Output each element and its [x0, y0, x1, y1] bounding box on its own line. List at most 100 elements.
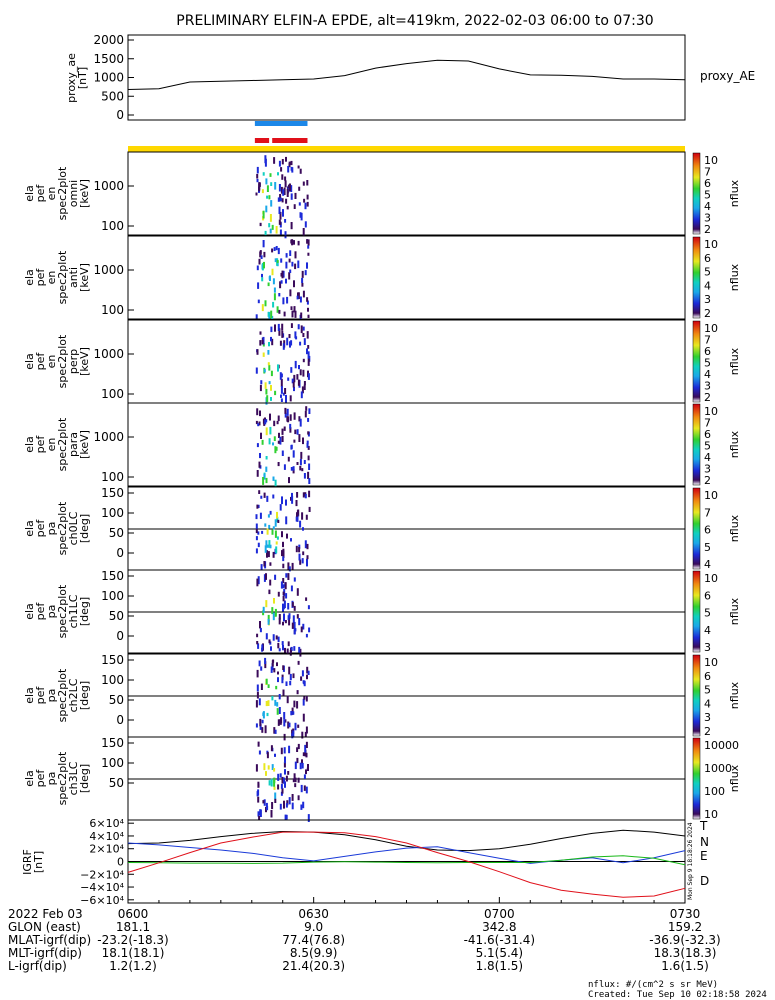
- spectrogram-pixel: [259, 621, 261, 629]
- spectrogram-pixel: [307, 358, 310, 366]
- spectrogram-pixel: [269, 562, 272, 566]
- spectral-ylabel-line: pef: [34, 268, 47, 287]
- spectrogram-pixel: [282, 548, 285, 554]
- spectrogram-pixel: [264, 657, 267, 664]
- colorbar-tick-label: 5: [704, 541, 711, 554]
- spectrogram-pixel: [283, 719, 286, 727]
- spectrogram-pixel: [292, 450, 295, 458]
- spectrogram-pixel: [275, 685, 278, 690]
- colorbar-label: nflux: [728, 430, 741, 458]
- spectrogram-pixel: [298, 553, 301, 561]
- spectrogram-pixel: [265, 427, 268, 436]
- spectrogram-pixel: [282, 209, 284, 217]
- spectrogram-pixel: [263, 369, 266, 373]
- spectrogram-pixel: [302, 527, 304, 531]
- ephemeris-row-label: 2022 Feb 03: [8, 907, 83, 921]
- spectrogram-pixel: [281, 788, 284, 794]
- ephemeris-value: 181.1: [116, 920, 150, 934]
- spectrogram-pixel: [262, 172, 265, 176]
- spectral-panel-frame: [127, 402, 686, 487]
- spectrogram-pixel: [307, 455, 310, 461]
- spectrogram-pixel: [267, 362, 270, 366]
- spectrogram-pixel: [262, 712, 265, 717]
- spectrogram-pixel: [304, 202, 307, 210]
- spectrogram-pixel: [305, 786, 308, 794]
- colorbar-tick-label: 7: [704, 334, 711, 347]
- colorbar-tick-label: 5: [704, 440, 711, 453]
- spectrogram-pixel: [307, 345, 310, 349]
- spectrogram-pixel: [264, 725, 267, 734]
- spectrogram-pixel: [263, 261, 265, 269]
- spectrogram-pixel: [281, 323, 284, 331]
- spectrogram-pixel: [274, 446, 277, 454]
- spectrogram-pixel: [263, 574, 266, 582]
- spectrogram-pixel: [275, 226, 278, 234]
- spectrogram-pixel: [257, 741, 260, 747]
- spectral-ylabel-line: [keV]: [78, 263, 91, 292]
- spectrogram-pixel: [266, 752, 269, 759]
- spectrogram-pixel: [293, 621, 296, 629]
- spectrogram-pixel: [304, 410, 307, 418]
- ephemeris-value: 342.8: [482, 920, 516, 934]
- spectrogram-pixel: [308, 408, 311, 414]
- colorbar-tick-label: 3: [704, 641, 711, 654]
- spectrogram-pixel: [265, 466, 268, 472]
- spectrogram-pixel: [278, 293, 281, 297]
- colorbar-tick-label: 6: [704, 670, 711, 683]
- spectrogram-pixel: [286, 648, 289, 654]
- spectrogram-pixel: [271, 764, 274, 770]
- igrf-legend-D: D: [700, 874, 709, 888]
- spectrogram-pixel: [257, 531, 260, 535]
- spectrogram-pixel: [256, 173, 259, 179]
- spectral-ylabel-line: [deg]: [78, 681, 91, 710]
- spectrogram-pixel: [280, 167, 283, 172]
- spectrogram-pixel: [268, 438, 271, 445]
- spectrogram-pixel: [277, 440, 280, 444]
- spectrogram-pixel: [285, 278, 287, 284]
- spectrogram-pixel: [285, 573, 288, 578]
- spectrogram-pixel: [303, 696, 306, 700]
- spectrogram-pixel: [293, 280, 295, 288]
- spectral-ylabel-line: spec2plot: [56, 417, 69, 471]
- spectrogram-pixel: [283, 187, 286, 195]
- spectrogram-pixel: [307, 471, 310, 479]
- spectrogram-pixel: [256, 633, 259, 638]
- spectrogram-pixel: [281, 270, 284, 279]
- spectrogram-pixel: [296, 747, 299, 752]
- spectrogram-pixel: [256, 166, 259, 174]
- spectrogram-pixel: [306, 194, 309, 200]
- spectrogram-pixel: [269, 544, 272, 549]
- spectrogram-pixel: [288, 617, 291, 626]
- spectrogram-pixel: [271, 660, 274, 667]
- spectrogram-pixel: [287, 573, 290, 580]
- spectrogram-pixel: [293, 627, 296, 635]
- spectrogram-pixel: [283, 311, 286, 317]
- spectrogram-pixel: [298, 416, 301, 422]
- spectrogram-pixel: [298, 544, 301, 549]
- spectrogram-pixel: [270, 385, 272, 391]
- spectrogram-pixel: [259, 410, 261, 417]
- spectrogram-pixel: [266, 550, 268, 558]
- spectrogram-pixel: [262, 477, 265, 485]
- spectrogram-pixel: [302, 801, 305, 809]
- spectrogram-pixel: [291, 729, 294, 737]
- spectrogram-pixel: [278, 707, 281, 714]
- spectrogram-pixel: [278, 184, 281, 192]
- spectrogram-pixel: [274, 574, 277, 580]
- spectrogram-pixel: [273, 780, 276, 787]
- spectrogram-pixel: [275, 546, 278, 554]
- spectral-ylabel-line: para: [67, 432, 80, 457]
- science-zone-blue-bar: [254, 121, 308, 126]
- spectrogram-pixel: [284, 180, 287, 188]
- spectrogram-pixel: [298, 202, 301, 206]
- colorbar-tick-label: 7: [704, 166, 711, 179]
- spectrogram-pixel: [300, 212, 303, 221]
- spectrogram-pixel: [307, 431, 310, 435]
- spectrogram-pixel: [274, 479, 277, 487]
- spectrogram-pixel: [277, 773, 280, 781]
- spectrogram-pixel: [292, 381, 295, 388]
- spectral-ytick-label: 0: [116, 629, 124, 643]
- spectrogram-pixel: [298, 618, 301, 626]
- colorbar-tick-label: 5: [704, 357, 711, 370]
